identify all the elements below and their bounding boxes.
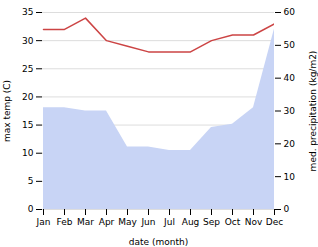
svg-text:Feb: Feb [57,217,73,227]
svg-text:Aug: Aug [182,217,200,227]
svg-text:med. precipitation (kg/m2): med. precipitation (kg/m2) [308,51,318,172]
svg-text:max temp (C): max temp (C) [2,80,12,142]
svg-text:15: 15 [22,120,33,130]
svg-text:Apr: Apr [99,217,115,227]
svg-text:Nov: Nov [245,217,263,227]
svg-text:35: 35 [22,7,33,17]
svg-text:Sep: Sep [203,217,220,227]
svg-text:Mar: Mar [77,217,94,227]
svg-text:20: 20 [284,139,296,149]
svg-text:Jan: Jan [36,217,51,227]
svg-text:Jul: Jul [163,217,175,227]
svg-text:25: 25 [22,64,33,74]
svg-text:Oct: Oct [225,217,241,227]
svg-text:20: 20 [22,92,34,102]
svg-text:30: 30 [22,36,34,46]
svg-text:0: 0 [28,204,34,214]
svg-text:50: 50 [284,40,296,50]
svg-text:0: 0 [284,204,290,214]
svg-text:40: 40 [284,73,296,83]
svg-text:5: 5 [28,176,34,186]
svg-text:May: May [118,217,137,227]
svg-text:10: 10 [22,148,34,158]
svg-text:Dec: Dec [266,217,283,227]
svg-text:date (month): date (month) [129,237,188,247]
svg-text:60: 60 [284,7,296,17]
svg-text:10: 10 [284,172,296,182]
svg-text:30: 30 [284,106,296,116]
svg-text:Jun: Jun [140,217,155,227]
